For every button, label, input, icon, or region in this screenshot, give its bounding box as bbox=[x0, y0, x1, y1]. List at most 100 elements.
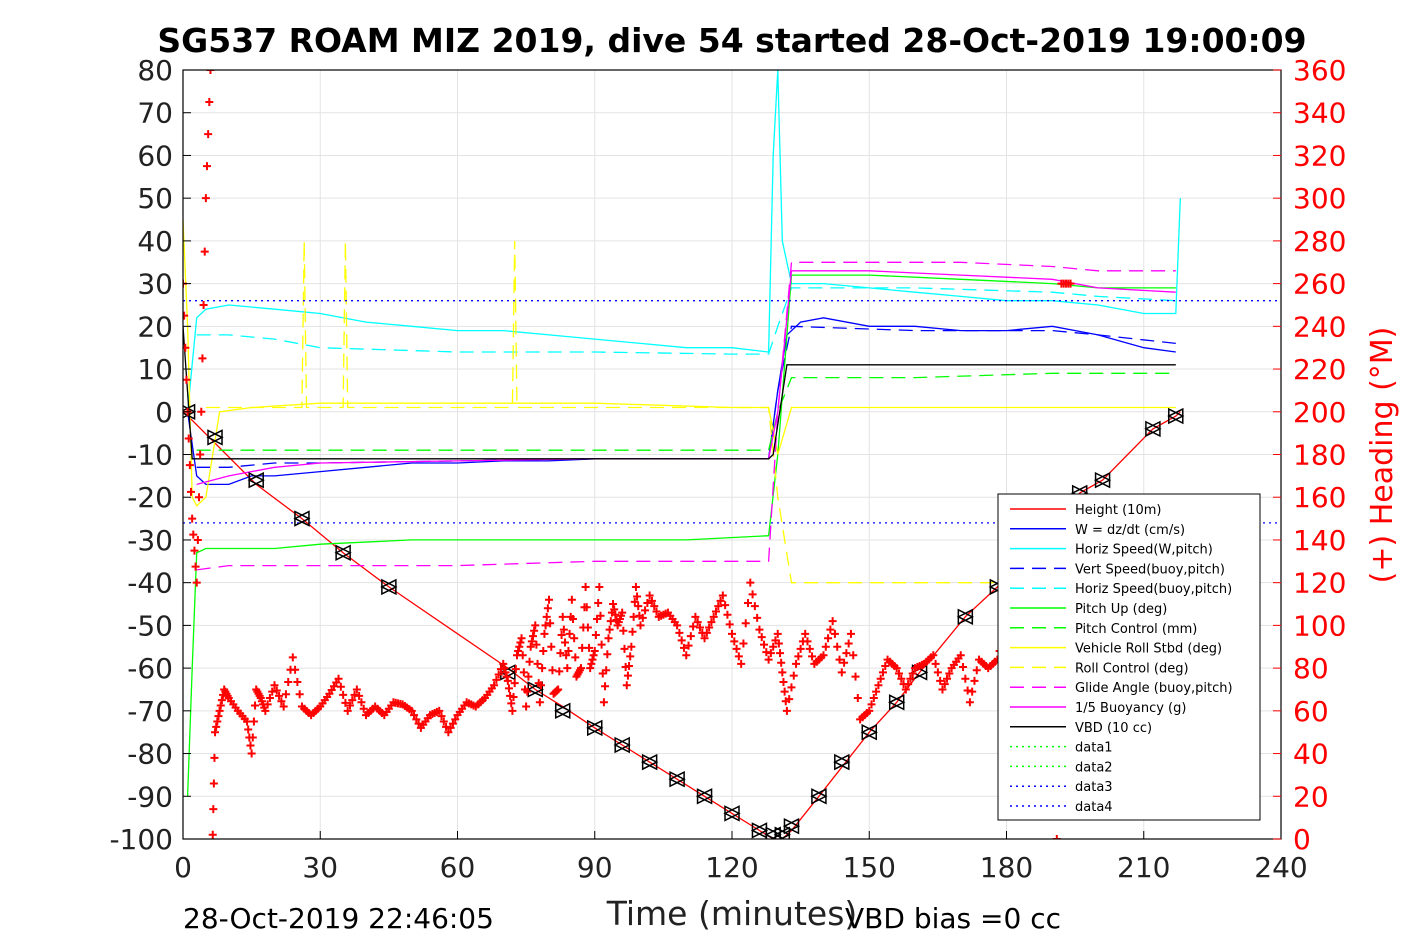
heading-point bbox=[524, 672, 533, 681]
heading-point bbox=[352, 685, 361, 694]
heading-point bbox=[265, 694, 274, 703]
y-tick-label: 60 bbox=[137, 139, 173, 172]
glider-marker-left bbox=[1093, 471, 1111, 489]
heading-point bbox=[881, 661, 890, 670]
y-tick-label: 80 bbox=[137, 54, 173, 87]
heading-point bbox=[778, 668, 787, 677]
heading-point bbox=[714, 602, 723, 611]
heading-point bbox=[538, 664, 547, 673]
heading-point bbox=[1052, 835, 1061, 839]
heading-point bbox=[897, 674, 906, 683]
footer-date: 28-Oct-2019 22:46:05 bbox=[183, 902, 494, 935]
legend-label-10: 1/5 Buoyancy (g) bbox=[1075, 701, 1186, 716]
heading-point bbox=[448, 719, 457, 728]
heading-point bbox=[504, 684, 513, 693]
heading-point bbox=[631, 582, 640, 591]
heading-point bbox=[518, 651, 527, 660]
y-tick-label: -80 bbox=[127, 738, 173, 771]
heading-point bbox=[279, 702, 288, 711]
legend-label-1: W = dz/dt (cm/s) bbox=[1075, 523, 1185, 538]
heading-point bbox=[597, 640, 606, 649]
heading-point bbox=[626, 652, 635, 661]
heading-point bbox=[611, 610, 620, 619]
heading-point bbox=[594, 598, 603, 607]
y-right-tick-label: 300 bbox=[1293, 182, 1346, 215]
heading-point bbox=[500, 664, 509, 673]
heading-point bbox=[558, 612, 567, 621]
heading-point bbox=[757, 633, 766, 642]
heading-point bbox=[723, 610, 732, 619]
series-line-4 bbox=[196, 287, 1176, 355]
heading-point bbox=[214, 712, 223, 721]
legend-label-0: Height (10m) bbox=[1075, 503, 1161, 518]
heading-point bbox=[516, 638, 525, 647]
heading-point bbox=[502, 672, 511, 681]
chart-title: SG537 ROAM MIZ 2019, dive 54 started 28-… bbox=[157, 21, 1306, 60]
heading-point bbox=[216, 701, 225, 710]
heading-point bbox=[867, 700, 876, 709]
heading-point bbox=[872, 687, 881, 696]
heading-point bbox=[605, 625, 614, 634]
heading-point bbox=[357, 698, 366, 707]
legend-label-5: Pitch Up (deg) bbox=[1075, 602, 1167, 617]
heading-point bbox=[750, 602, 759, 611]
heading-point bbox=[716, 596, 725, 605]
y-right-tick-label: 160 bbox=[1293, 481, 1346, 514]
series-line-7 bbox=[183, 219, 1176, 507]
heading-point bbox=[725, 620, 734, 629]
heading-point bbox=[643, 598, 652, 607]
legend-label-3: Vert Speed(buoy,pitch) bbox=[1075, 562, 1225, 577]
y-right-tick-label: 20 bbox=[1293, 780, 1329, 813]
heading-point bbox=[622, 681, 631, 690]
heading-point bbox=[707, 618, 716, 627]
heading-point bbox=[210, 753, 219, 762]
y-right-tick-label: 100 bbox=[1293, 609, 1346, 642]
heading-point bbox=[195, 493, 204, 502]
y-right-tick-label: 360 bbox=[1293, 54, 1346, 87]
heading-point bbox=[451, 715, 460, 724]
glider-marker-left bbox=[810, 788, 827, 805]
heading-point bbox=[508, 706, 517, 715]
heading-point bbox=[652, 607, 661, 616]
y-axis-ticks: 80 70 60 50 40 30 20 10 0 -10 -20 -30 -40 -50 -60 -70 -8… bbox=[109, 54, 191, 856]
x-tick-label: 60 bbox=[440, 851, 476, 884]
heading-point bbox=[503, 676, 512, 685]
heading-point bbox=[590, 647, 599, 656]
heading-point bbox=[187, 487, 196, 496]
heading-point bbox=[782, 706, 791, 715]
heading-point bbox=[609, 600, 618, 609]
heading-point bbox=[407, 706, 416, 715]
heading-point bbox=[601, 682, 610, 691]
heading-point bbox=[780, 687, 789, 696]
heading-point bbox=[929, 651, 938, 660]
heading-point bbox=[578, 643, 587, 652]
x-tick-label: 120 bbox=[705, 851, 758, 884]
heading-point bbox=[501, 668, 510, 677]
heading-point bbox=[787, 683, 796, 692]
glider-marker-left bbox=[526, 681, 544, 698]
heading-point bbox=[192, 578, 201, 587]
heading-point bbox=[509, 692, 518, 701]
heading-point bbox=[835, 655, 844, 664]
glider-marker-left bbox=[206, 429, 223, 446]
y-right-tick-label: 220 bbox=[1293, 353, 1346, 386]
heading-point bbox=[553, 686, 562, 695]
heading-point bbox=[634, 602, 643, 611]
glider-marker-left bbox=[334, 544, 351, 561]
heading-point bbox=[531, 621, 540, 630]
heading-point bbox=[619, 626, 628, 635]
heading-point bbox=[350, 690, 359, 699]
glider-marker-left bbox=[956, 608, 974, 626]
heading-point bbox=[805, 644, 814, 653]
heading-point bbox=[184, 434, 193, 443]
heading-point bbox=[291, 665, 300, 674]
heading-point bbox=[936, 676, 945, 685]
heading-point bbox=[769, 642, 778, 651]
heading-point bbox=[744, 598, 753, 607]
heading-point bbox=[209, 805, 218, 814]
heading-point bbox=[741, 619, 750, 628]
heading-point bbox=[359, 704, 368, 713]
heading-point bbox=[263, 700, 272, 709]
legend-label-12: data1 bbox=[1075, 741, 1113, 756]
heading-point bbox=[675, 628, 684, 637]
